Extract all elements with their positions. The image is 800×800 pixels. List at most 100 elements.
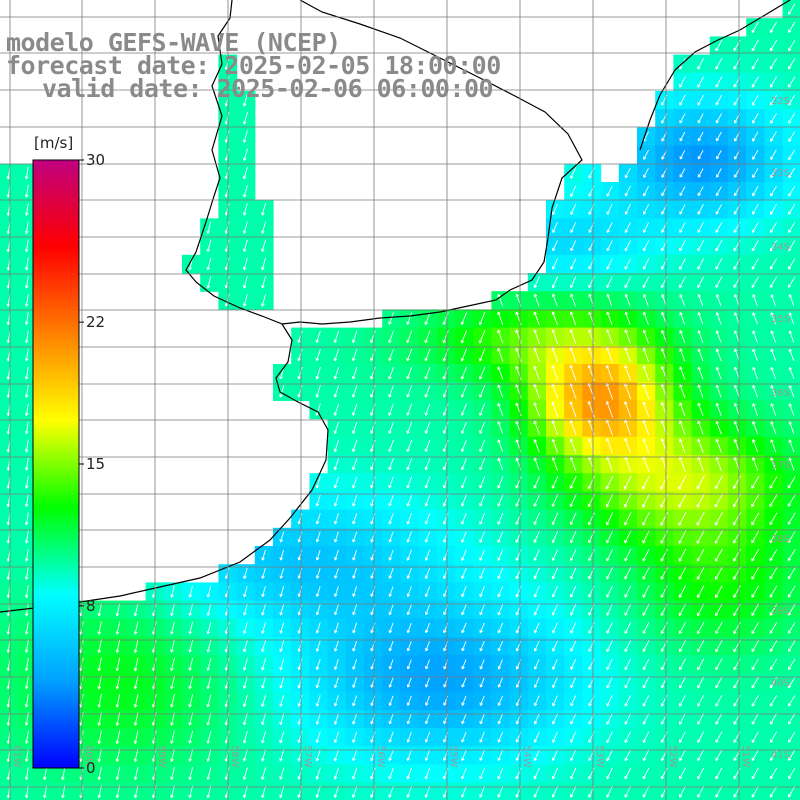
longitude-label: 55W: [448, 745, 459, 768]
wind-arrow: [697, 621, 705, 635]
wind-arrow: [406, 439, 413, 453]
wind-arrow: [424, 385, 431, 398]
wind-arrow: [697, 240, 704, 252]
wind-arrow: [333, 403, 340, 416]
wind-arrow: [24, 730, 29, 744]
wind-arrow: [606, 585, 613, 598]
wind-arrow: [24, 767, 29, 781]
wind-arrow: [24, 603, 29, 617]
wind-arrow: [297, 694, 303, 707]
wind-arrow: [279, 731, 285, 744]
wind-arrow: [261, 221, 267, 234]
wind-arrow: [570, 203, 577, 215]
wind-arrow: [788, 3, 796, 15]
wind-arrow: [587, 401, 595, 418]
wind-arrow: [388, 458, 394, 471]
wind-arrow: [315, 513, 321, 525]
wind-arrow: [715, 94, 723, 106]
wind-arrow: [352, 568, 358, 579]
wind-arrow: [388, 403, 394, 416]
wind-arrow: [24, 348, 29, 362]
wind-arrow: [97, 730, 102, 744]
wind-arrow: [734, 348, 740, 362]
wind-arrow: [188, 730, 194, 744]
wind-arrow: [715, 39, 723, 52]
wind-arrow: [643, 204, 650, 215]
wind-arrow: [678, 475, 687, 490]
wind-arrow: [479, 731, 485, 743]
wind-arrow: [715, 676, 723, 689]
wind-arrow: [460, 330, 468, 344]
wind-arrow: [787, 585, 796, 598]
wind-cell: [782, 455, 800, 474]
wind-arrow: [442, 366, 449, 380]
wind-arrow: [24, 457, 29, 471]
wind-arrow: [751, 786, 759, 798]
wind-arrow: [533, 476, 541, 489]
wind-arrow: [643, 185, 650, 197]
wind-arrow: [788, 203, 796, 215]
wind-arrow: [697, 294, 704, 307]
wind-arrow: [714, 512, 723, 526]
wind-arrow: [170, 730, 175, 744]
wind-arrow: [333, 458, 340, 471]
wind-arrow: [333, 494, 339, 507]
wind-arrow: [752, 366, 758, 380]
wind-arrow: [751, 276, 759, 288]
wind-arrow: [479, 677, 485, 688]
wind-arrow: [679, 402, 686, 417]
wind-arrow: [787, 658, 796, 671]
wind-arrow: [261, 694, 267, 707]
wind-arrow: [569, 456, 577, 472]
wind-arrow: [297, 330, 303, 344]
wind-arrow: [770, 131, 777, 142]
wind-arrow: [551, 347, 559, 363]
wind-arrow: [642, 347, 650, 362]
longitude-label: 58W: [229, 745, 240, 768]
wind-arrow: [352, 749, 358, 762]
wind-arrow: [424, 421, 431, 434]
wind-arrow: [206, 275, 212, 289]
wind-arrow: [133, 730, 139, 744]
wind-arrow: [570, 293, 577, 307]
wind-arrow: [551, 494, 559, 507]
wind-cell: [782, 345, 800, 365]
wind-arrow: [570, 677, 577, 689]
wind-arrow: [333, 421, 340, 434]
wind-arrow: [752, 384, 758, 398]
wind-arrow: [552, 222, 558, 233]
wind-arrow: [606, 311, 613, 326]
wind-arrow: [678, 603, 687, 616]
wind-arrow: [752, 168, 759, 178]
wind-arrow: [679, 658, 686, 671]
wind-arrow: [606, 222, 613, 233]
wind-arrow: [624, 329, 631, 344]
wind-arrow: [697, 204, 704, 215]
wind-arrow: [460, 366, 468, 380]
colorbar-label: 0: [86, 759, 96, 777]
wind-arrow: [642, 530, 650, 544]
wind-arrow: [24, 530, 29, 544]
wind-arrow: [479, 567, 485, 580]
wind-arrow: [788, 385, 795, 398]
wind-arrow: [533, 276, 540, 289]
wind-arrow: [333, 677, 339, 689]
wind-arrow: [334, 549, 339, 561]
wind-arrow: [188, 585, 193, 598]
wind-arrow: [261, 622, 266, 634]
wind-arrow: [605, 401, 614, 418]
wind-arrow: [406, 604, 412, 616]
latitude-label: 38S: [771, 534, 790, 545]
wind-arrow: [751, 530, 760, 544]
wind-arrow: [696, 493, 705, 508]
wind-arrow: [424, 749, 431, 762]
wind-arrow: [715, 420, 722, 435]
wind-arrow: [460, 421, 467, 434]
wind-arrow: [279, 767, 285, 780]
wind-arrow: [406, 366, 413, 380]
wind-arrow: [679, 131, 686, 142]
wind-arrow: [678, 640, 686, 653]
wind-arrow: [787, 640, 796, 652]
wind-arrow: [315, 531, 321, 543]
wind-arrow: [333, 348, 340, 362]
